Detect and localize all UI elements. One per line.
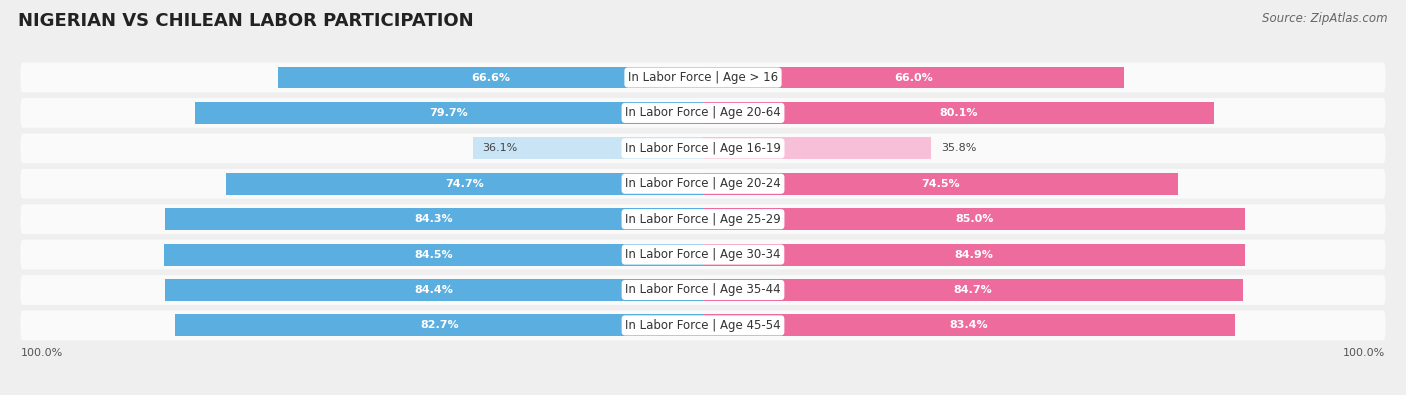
FancyBboxPatch shape xyxy=(21,134,1385,163)
Bar xyxy=(703,244,1244,265)
Text: 66.0%: 66.0% xyxy=(894,73,934,83)
Bar xyxy=(703,66,1123,88)
Bar xyxy=(703,279,1243,301)
Text: NIGERIAN VS CHILEAN LABOR PARTICIPATION: NIGERIAN VS CHILEAN LABOR PARTICIPATION xyxy=(18,12,474,30)
FancyBboxPatch shape xyxy=(21,169,1385,199)
Text: 100.0%: 100.0% xyxy=(1343,348,1385,358)
Text: In Labor Force | Age 45-54: In Labor Force | Age 45-54 xyxy=(626,319,780,332)
Bar xyxy=(226,173,703,195)
Text: 84.4%: 84.4% xyxy=(415,285,453,295)
Bar xyxy=(703,137,931,159)
Bar xyxy=(166,208,703,230)
Bar xyxy=(194,102,703,124)
Bar xyxy=(703,102,1213,124)
Text: 66.6%: 66.6% xyxy=(471,73,510,83)
Text: In Labor Force | Age 25-29: In Labor Force | Age 25-29 xyxy=(626,213,780,226)
Text: In Labor Force | Age 20-64: In Labor Force | Age 20-64 xyxy=(626,106,780,119)
Text: In Labor Force | Age 16-19: In Labor Force | Age 16-19 xyxy=(626,142,780,155)
Bar xyxy=(176,314,703,337)
Text: 79.7%: 79.7% xyxy=(429,108,468,118)
Text: 100.0%: 100.0% xyxy=(21,348,63,358)
Text: 85.0%: 85.0% xyxy=(955,214,993,224)
FancyBboxPatch shape xyxy=(21,204,1385,234)
Text: In Labor Force | Age > 16: In Labor Force | Age > 16 xyxy=(628,71,778,84)
Bar xyxy=(472,137,703,159)
FancyBboxPatch shape xyxy=(21,310,1385,340)
Bar xyxy=(703,208,1246,230)
Text: 36.1%: 36.1% xyxy=(482,143,517,153)
Text: 80.1%: 80.1% xyxy=(939,108,977,118)
Text: 74.7%: 74.7% xyxy=(446,179,484,189)
FancyBboxPatch shape xyxy=(21,98,1385,128)
Text: In Labor Force | Age 20-24: In Labor Force | Age 20-24 xyxy=(626,177,780,190)
Text: 83.4%: 83.4% xyxy=(949,320,988,330)
Bar xyxy=(703,314,1234,337)
Text: 84.5%: 84.5% xyxy=(415,250,453,260)
Bar xyxy=(165,244,703,265)
Legend: Nigerian, Chilean: Nigerian, Chilean xyxy=(619,394,787,395)
Bar xyxy=(703,173,1178,195)
Text: 74.5%: 74.5% xyxy=(921,179,960,189)
Text: 84.7%: 84.7% xyxy=(953,285,993,295)
Text: Source: ZipAtlas.com: Source: ZipAtlas.com xyxy=(1263,12,1388,25)
Text: In Labor Force | Age 35-44: In Labor Force | Age 35-44 xyxy=(626,284,780,297)
Bar xyxy=(165,279,703,301)
Text: 82.7%: 82.7% xyxy=(420,320,458,330)
Text: 35.8%: 35.8% xyxy=(941,143,976,153)
FancyBboxPatch shape xyxy=(21,240,1385,269)
Text: 84.9%: 84.9% xyxy=(955,250,993,260)
FancyBboxPatch shape xyxy=(21,275,1385,305)
Text: 84.3%: 84.3% xyxy=(415,214,453,224)
Bar xyxy=(278,66,703,88)
Text: In Labor Force | Age 30-34: In Labor Force | Age 30-34 xyxy=(626,248,780,261)
FancyBboxPatch shape xyxy=(21,63,1385,92)
